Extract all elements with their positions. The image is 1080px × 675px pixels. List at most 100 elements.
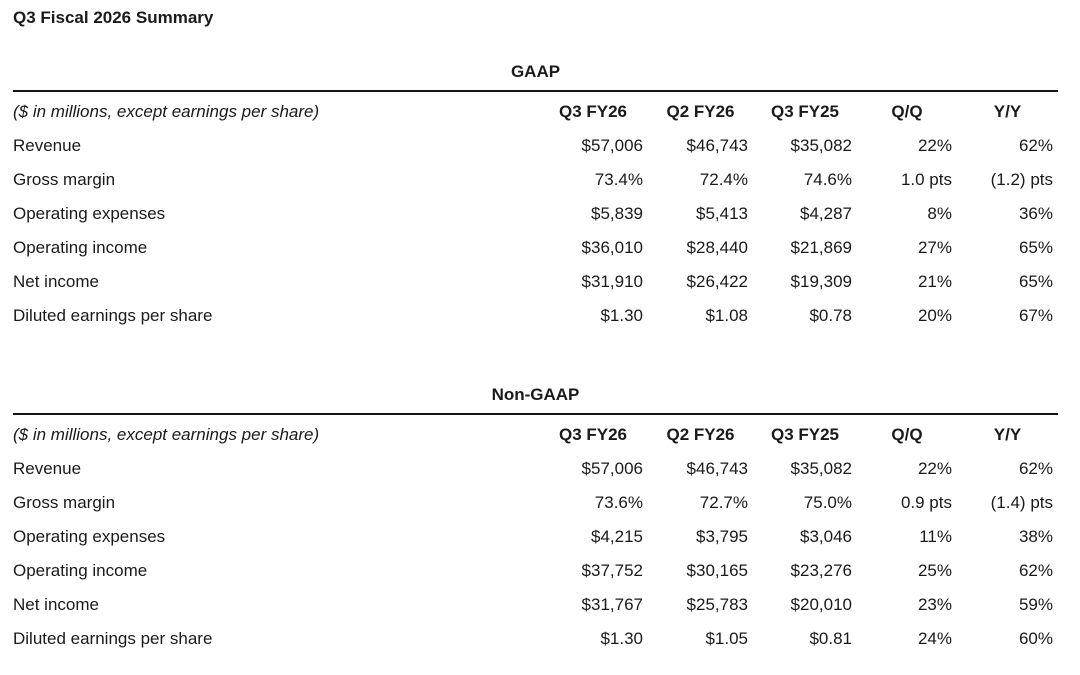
table-row: Gross margin 73.4% 72.4% 74.6% 1.0 pts (… <box>13 163 1058 197</box>
value-yy: (1.2) pts <box>990 170 1053 189</box>
value-yy: 36% <box>1018 204 1053 223</box>
value-q3fy26: $1.30 <box>600 629 643 648</box>
table-row: Diluted earnings per share $1.30 $1.08 $… <box>13 299 1058 333</box>
value-qq: 8% <box>927 204 952 223</box>
column-header-yy: Y/Y <box>993 102 1022 121</box>
metric-label: Net income <box>13 595 99 614</box>
value-q3fy25: 74.6% <box>803 170 852 189</box>
column-header-q2fy26: Q2 FY26 <box>666 425 735 444</box>
value-q3fy25: $35,082 <box>790 459 852 478</box>
value-qq: 0.9 pts <box>900 493 952 512</box>
value-yy: 62% <box>1018 136 1053 155</box>
value-q2fy26: $46,743 <box>686 136 748 155</box>
value-yy: 38% <box>1018 527 1053 546</box>
value-q3fy26: $57,006 <box>581 136 643 155</box>
value-q3fy25: $0.78 <box>809 306 852 325</box>
value-q3fy25: $23,276 <box>790 561 852 580</box>
column-header-q2fy26: Q2 FY26 <box>666 102 735 121</box>
value-q3fy25: 75.0% <box>803 493 852 512</box>
column-header-qq: Q/Q <box>891 102 923 121</box>
column-header-q3fy25: Q3 FY25 <box>770 425 840 444</box>
value-yy: 60% <box>1018 629 1053 648</box>
column-header-q3fy25: Q3 FY25 <box>770 102 840 121</box>
column-header-q3fy26: Q3 FY26 <box>558 102 628 121</box>
value-yy: 65% <box>1018 238 1053 257</box>
value-q3fy25: $21,869 <box>790 238 852 257</box>
column-header-qq: Q/Q <box>891 425 923 444</box>
value-yy: 67% <box>1018 306 1053 325</box>
financial-summary-page: Q3 Fiscal 2026 Summary GAAP ($ in millio… <box>13 8 1058 656</box>
value-q2fy26: $26,422 <box>686 272 748 291</box>
value-qq: 11% <box>919 527 952 546</box>
value-q3fy26: $31,767 <box>581 595 643 614</box>
value-q3fy25: $19,309 <box>790 272 852 291</box>
value-q2fy26: $1.05 <box>705 629 748 648</box>
value-qq: 1.0 pts <box>900 170 952 189</box>
value-qq: 21% <box>917 272 952 291</box>
table-row: Gross margin 73.6% 72.7% 75.0% 0.9 pts (… <box>13 486 1058 520</box>
value-yy: (1.4) pts <box>990 493 1053 512</box>
value-q2fy26: $28,440 <box>686 238 748 257</box>
value-qq: 20% <box>917 306 952 325</box>
table-row: Revenue $57,006 $46,743 $35,082 22% 62% <box>13 129 1058 163</box>
metric-label: Operating expenses <box>13 527 166 546</box>
value-q3fy26: $1.30 <box>600 306 643 325</box>
value-qq: 23% <box>917 595 952 614</box>
metric-label: Operating income <box>13 238 148 257</box>
value-q3fy25: $0.81 <box>809 629 852 648</box>
page-title: Q3 Fiscal 2026 Summary <box>13 8 214 27</box>
value-q3fy26: $31,910 <box>581 272 643 291</box>
value-yy: 62% <box>1018 561 1053 580</box>
value-qq: 27% <box>917 238 952 257</box>
value-q3fy26: 73.6% <box>594 493 643 512</box>
value-q3fy25: $35,082 <box>790 136 852 155</box>
value-q2fy26: 72.7% <box>699 493 748 512</box>
value-q2fy26: $46,743 <box>686 459 748 478</box>
non-gaap-header-row: ($ in millions, except earnings per shar… <box>13 414 1058 452</box>
value-q2fy26: $25,783 <box>686 595 748 614</box>
metric-label: Diluted earnings per share <box>13 629 213 648</box>
value-q2fy26: 72.4% <box>699 170 748 189</box>
column-header-yy: Y/Y <box>993 425 1022 444</box>
gaap-header-row: ($ in millions, except earnings per shar… <box>13 91 1058 129</box>
table-row: Revenue $57,006 $46,743 $35,082 22% 62% <box>13 452 1058 486</box>
metric-label: Net income <box>13 272 99 291</box>
table-row: Operating income $36,010 $28,440 $21,869… <box>13 231 1058 265</box>
value-q3fy25: $4,287 <box>800 204 852 223</box>
metric-label: Revenue <box>13 459 82 478</box>
value-qq: 22% <box>917 459 952 478</box>
value-yy: 62% <box>1018 459 1053 478</box>
metric-label: Gross margin <box>13 170 116 189</box>
value-q2fy26: $3,795 <box>696 527 748 546</box>
section-title-gaap: GAAP <box>510 62 561 81</box>
value-q2fy26: $1.08 <box>705 306 748 325</box>
value-q3fy26: 73.4% <box>594 170 643 189</box>
metric-label: Operating expenses <box>13 204 166 223</box>
gaap-table: ($ in millions, except earnings per shar… <box>13 90 1058 333</box>
units-note: ($ in millions, except earnings per shar… <box>13 102 320 121</box>
column-header-q3fy26: Q3 FY26 <box>558 425 628 444</box>
value-q2fy26: $5,413 <box>696 204 748 223</box>
section-title-non-gaap: Non-GAAP <box>491 385 580 404</box>
value-q3fy26: $36,010 <box>581 238 643 257</box>
units-note: ($ in millions, except earnings per shar… <box>13 425 320 444</box>
table-row: Operating income $37,752 $30,165 $23,276… <box>13 554 1058 588</box>
table-row: Diluted earnings per share $1.30 $1.05 $… <box>13 622 1058 656</box>
non-gaap-table: ($ in millions, except earnings per shar… <box>13 413 1058 656</box>
table-row: Net income $31,910 $26,422 $19,309 21% 6… <box>13 265 1058 299</box>
value-q3fy25: $3,046 <box>800 527 852 546</box>
table-row: Operating expenses $4,215 $3,795 $3,046 … <box>13 520 1058 554</box>
value-yy: 59% <box>1018 595 1053 614</box>
value-yy: 65% <box>1018 272 1053 291</box>
value-q2fy26: $30,165 <box>686 561 748 580</box>
value-q3fy26: $37,752 <box>581 561 643 580</box>
metric-label: Diluted earnings per share <box>13 306 213 325</box>
metric-label: Revenue <box>13 136 82 155</box>
value-qq: 24% <box>917 629 952 648</box>
table-row: Operating expenses $5,839 $5,413 $4,287 … <box>13 197 1058 231</box>
value-qq: 25% <box>917 561 952 580</box>
value-qq: 22% <box>917 136 952 155</box>
metric-label: Gross margin <box>13 493 116 512</box>
table-row: Net income $31,767 $25,783 $20,010 23% 5… <box>13 588 1058 622</box>
value-q3fy25: $20,010 <box>790 595 852 614</box>
